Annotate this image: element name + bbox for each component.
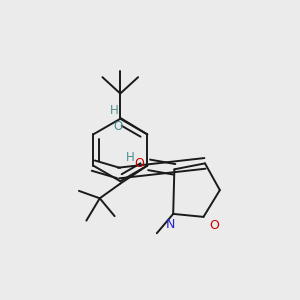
Text: O: O (209, 219, 219, 232)
Text: N: N (166, 218, 176, 231)
Text: O: O (134, 157, 144, 170)
Text: O: O (114, 119, 123, 133)
Text: H: H (110, 103, 119, 117)
Text: H: H (126, 151, 135, 164)
